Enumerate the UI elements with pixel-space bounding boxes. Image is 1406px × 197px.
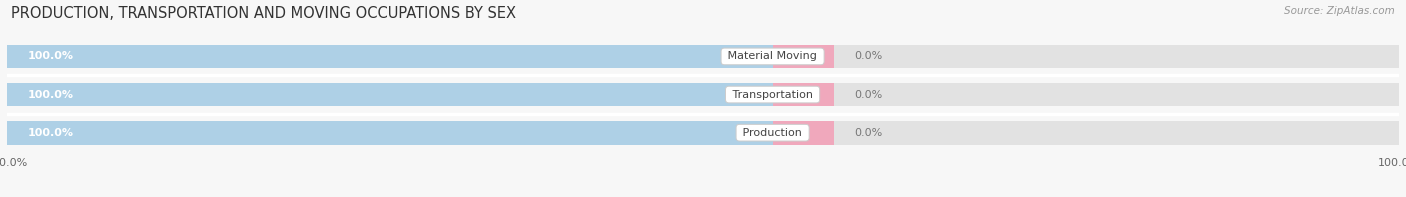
Text: 100.0%: 100.0% <box>28 128 75 138</box>
Text: Transportation: Transportation <box>728 90 817 99</box>
Bar <box>7 83 1399 106</box>
Text: 0.0%: 0.0% <box>855 128 883 138</box>
Bar <box>773 83 834 106</box>
Text: Production: Production <box>740 128 806 138</box>
Bar <box>7 121 1399 145</box>
Bar <box>7 45 773 68</box>
Bar <box>773 45 834 68</box>
Text: 0.0%: 0.0% <box>855 90 883 99</box>
Bar <box>773 121 834 145</box>
Text: Material Moving: Material Moving <box>724 51 821 61</box>
Bar <box>7 121 773 145</box>
Text: PRODUCTION, TRANSPORTATION AND MOVING OCCUPATIONS BY SEX: PRODUCTION, TRANSPORTATION AND MOVING OC… <box>11 6 516 21</box>
Text: 100.0%: 100.0% <box>28 90 75 99</box>
Bar <box>7 83 773 106</box>
Bar <box>7 45 1399 68</box>
Text: 0.0%: 0.0% <box>855 51 883 61</box>
Text: 100.0%: 100.0% <box>28 51 75 61</box>
Text: Source: ZipAtlas.com: Source: ZipAtlas.com <box>1284 6 1395 16</box>
